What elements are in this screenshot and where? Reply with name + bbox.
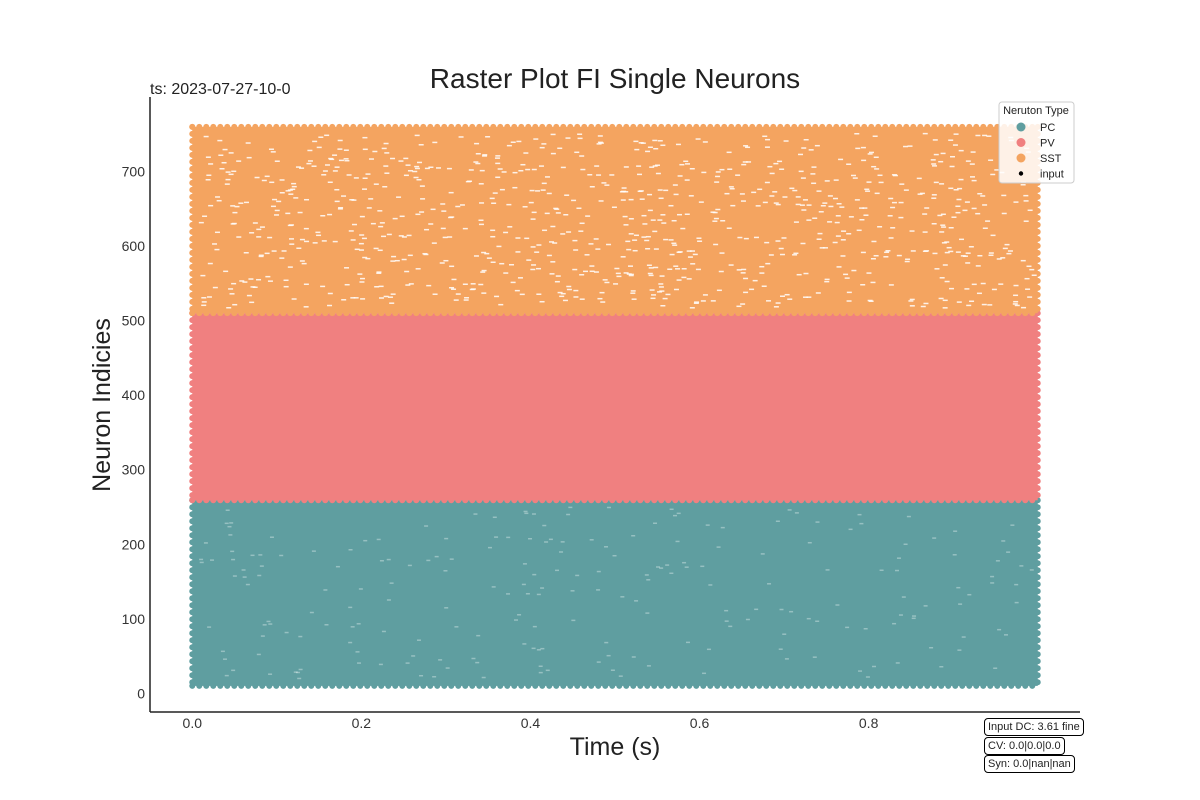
y-ticks: 0 100 200 300 400 500 600 700: [122, 164, 146, 702]
y-tick-label: 700: [122, 164, 146, 180]
plot-area: [189, 123, 1041, 689]
legend-marker-pv: [1016, 138, 1026, 147]
syn-box: Syn: 0.0|nan|nan: [984, 755, 1075, 773]
series-pv: [189, 310, 1041, 504]
legend-label-input: input: [1040, 169, 1064, 181]
legend-marker-input: [1018, 171, 1024, 176]
cv-box: CV: 0.0|0.0|0.0: [984, 737, 1065, 755]
legend-marker-pc: [1016, 122, 1026, 132]
y-axis-label: Neuron Indicies: [88, 318, 116, 492]
spike-band-sst: [192, 126, 1038, 314]
legend-label-pv: PV: [1040, 138, 1055, 150]
x-ticks: 0.0 0.2 0.4 0.6 0.8: [183, 715, 879, 731]
x-tick-label: 0.6: [690, 715, 710, 731]
x-tick-label: 0.2: [352, 715, 372, 731]
x-axis-label: Time (s): [570, 733, 661, 761]
y-tick-label: 500: [122, 313, 146, 329]
input-dc-box: Input DC: 3.61 fine: [984, 718, 1084, 736]
x-tick-label: 0.8: [859, 715, 879, 731]
legend-frame: [998, 101, 1075, 184]
spike-band-pv: [192, 313, 1038, 501]
spike-texture-pc: [199, 506, 1034, 680]
legend-label-pc: PC: [1040, 122, 1055, 134]
legend-marker-sst: [1016, 153, 1026, 163]
y-tick-label: 600: [122, 238, 146, 254]
spike-band-pc: [192, 500, 1038, 686]
legend-items: PC PV SST input: [1016, 122, 1064, 181]
y-tick-label: 100: [122, 611, 146, 627]
series-pc: [189, 497, 1041, 689]
x-tick-label: 0.0: [183, 715, 203, 731]
chart-title: Raster Plot FI Single Neurons: [430, 63, 800, 94]
y-tick-label: 400: [122, 387, 146, 403]
y-tick-label: 300: [122, 462, 146, 478]
legend-title: Neruton Type: [1003, 105, 1069, 117]
spike-texture-sst: [198, 132, 1037, 309]
legend: Neruton Type PC PV SST input: [998, 101, 1075, 184]
series-sst: [189, 123, 1041, 317]
y-tick-label: 200: [122, 536, 146, 552]
chart-subtitle: ts: 2023-07-27-10-0: [150, 81, 291, 98]
y-tick-label: 0: [137, 685, 145, 701]
legend-label-sst: SST: [1040, 153, 1062, 165]
x-tick-label: 0.4: [521, 715, 541, 731]
